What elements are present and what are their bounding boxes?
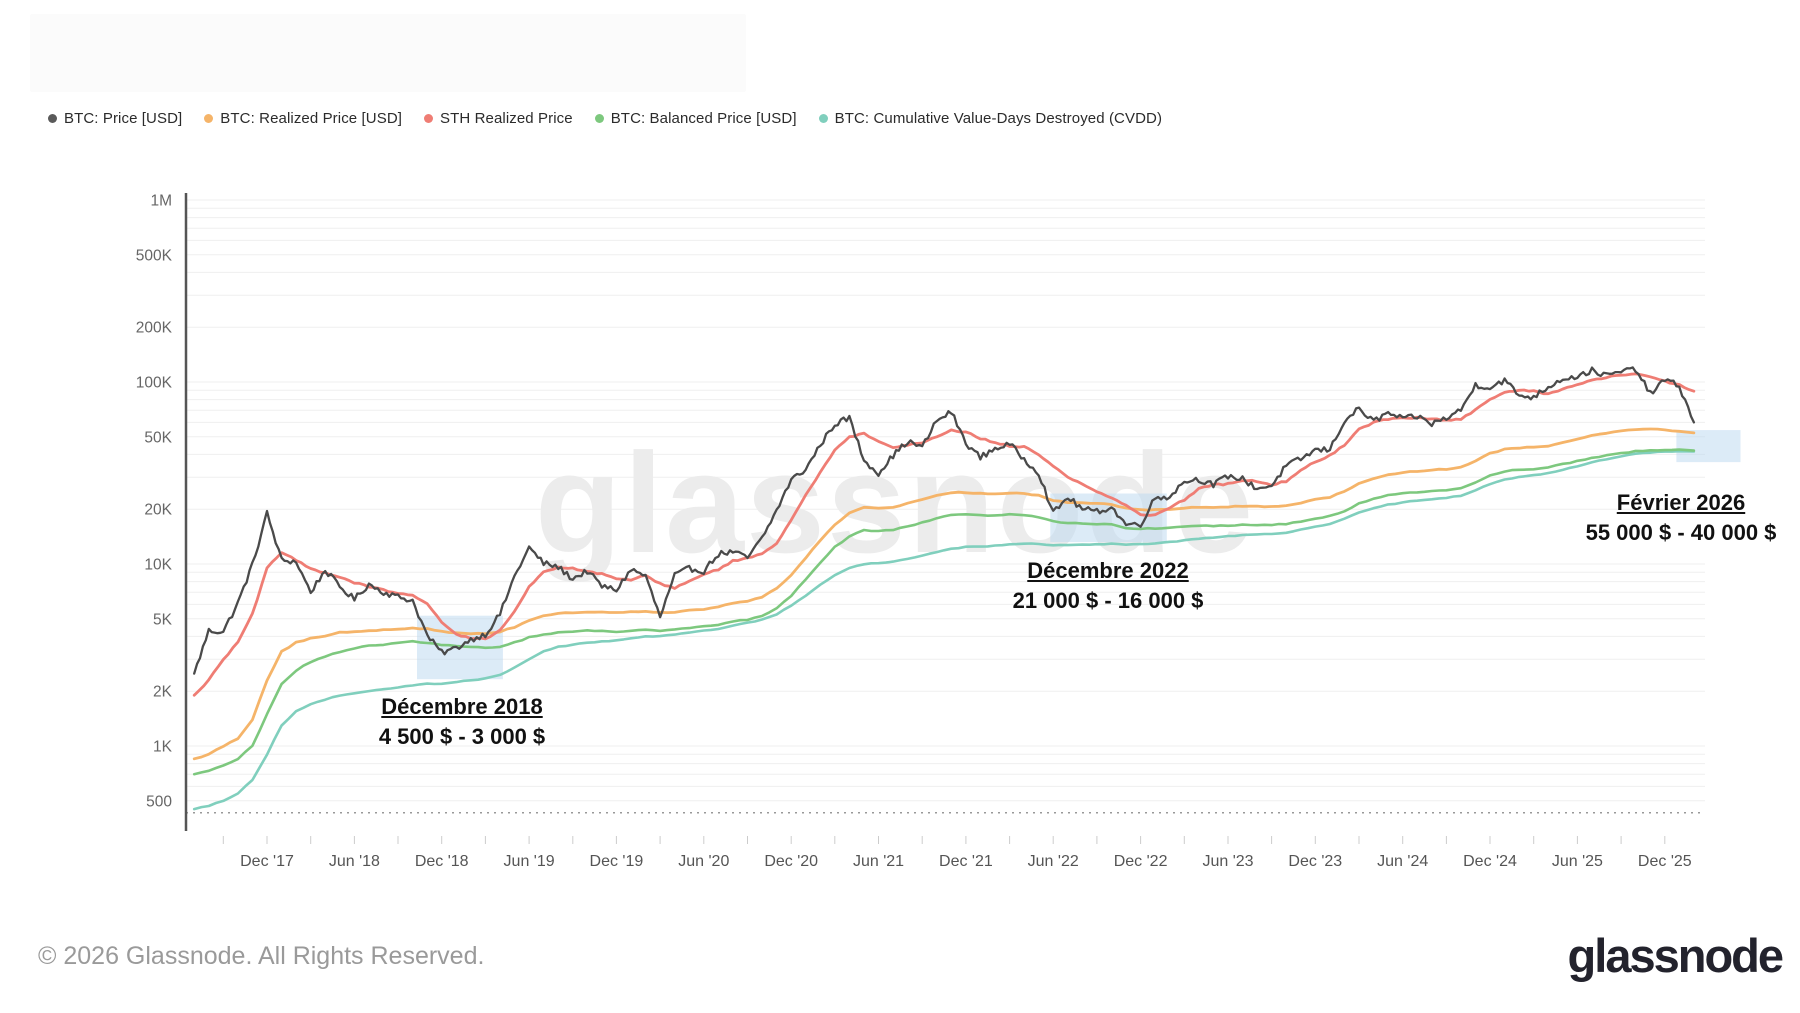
chart-legend: BTC: Price [USD] BTC: Realized Price [USD… [48,110,1162,127]
series-line-btc-realized-price-usd- [192,427,1696,761]
legend-item-btc-price-usd-[interactable]: BTC: Price [USD] [48,110,182,127]
copyright-text: © 2026 Glassnode. All Rights Reserved. [38,942,485,970]
y-tick-label: 1K [153,739,173,756]
x-tick-label: Dec '23 [1288,853,1342,870]
x-tick-label: Dec '19 [590,853,644,870]
legend-dot-icon [424,114,434,123]
x-tick-label: Jun '25 [1552,853,1603,870]
y-tick-label: 200K [136,320,173,337]
legend-item-btc-balanced-price-usd-[interactable]: BTC: Balanced Price [USD] [594,110,797,127]
highlight-box [1676,430,1741,463]
legend-dot-icon [594,114,604,123]
x-tick-label: Jun '22 [1028,853,1079,870]
y-tick-label: 50K [144,429,172,446]
x-tick-label: Jun '24 [1377,853,1428,870]
highlight-box [1050,493,1167,543]
y-tick-label: 500 [146,793,172,810]
y-tick-label: 1M [150,193,172,210]
x-tick-label: Jun '21 [853,853,904,870]
glassnode-logo: glassnode [1567,929,1784,982]
x-tick-label: Dec '20 [764,853,818,870]
annotation-december-2022: Décembre 2022 21 000 $ - 16 000 $ [908,556,1308,616]
x-tick-label: Jun '18 [329,853,380,870]
series-line-sth-realized-price [192,372,1696,697]
legend-label: BTC: Realized Price [USD] [220,110,403,127]
series-line-btc-balanced-price-usd- [192,448,1696,776]
annotation-december-2018: Décembre 2018 4 500 $ - 3 000 $ [262,692,662,752]
legend-dot-icon [204,114,214,123]
annotation-price-range: 55 000 $ - 40 000 $ [1585,520,1777,545]
x-tick-label: Jun '19 [504,853,555,870]
y-tick-label: 5K [153,611,173,628]
series-line-btc-cumulative-value-days-destroyed-cvdd- [192,449,1696,811]
legend-label: BTC: Balanced Price [USD] [610,110,797,127]
annotation-price-range: 4 500 $ - 3 000 $ [378,724,546,749]
annotation-fevrier-2026: Février 2026 55 000 $ - 40 000 $ [1501,488,1800,548]
x-tick-label: Dec '17 [240,853,294,870]
legend-label: STH Realized Price [440,110,573,127]
x-tick-label: Dec '21 [939,853,993,870]
y-tick-label: 100K [136,375,173,392]
annotation-title: Février 2026 [1616,490,1746,515]
series-line-btc-price-usd- [193,366,1696,675]
legend-label: BTC: Price [USD] [64,110,183,127]
x-tick-label: Dec '18 [415,853,469,870]
x-tick-label: Dec '25 [1638,853,1692,870]
x-tick-label: Jun '23 [1202,853,1253,870]
y-tick-label: 2K [153,684,173,701]
legend-item-btc-realized-price-usd-[interactable]: BTC: Realized Price [USD] [204,110,402,127]
legend-dot-icon [818,114,828,123]
annotation-price-range: 21 000 $ - 16 000 $ [1012,588,1204,613]
y-tick-label: 20K [144,502,172,519]
legend-label: BTC: Cumulative Value-Days Destroyed (CV… [834,110,1163,127]
legend-item-btc-cumulative-value-days-destroyed-cvdd-[interactable]: BTC: Cumulative Value-Days Destroyed (CV… [818,110,1163,127]
x-tick-label: Dec '22 [1114,853,1168,870]
x-tick-label: Jun '20 [678,853,729,870]
y-tick-label: 500K [136,247,173,264]
legend-dot-icon [48,114,57,123]
legend-item-sth-realized-price[interactable]: STH Realized Price [424,110,573,127]
blank-title-area [30,14,746,92]
x-tick-label: Dec '24 [1463,853,1517,870]
annotation-title: Décembre 2018 [381,694,543,719]
y-tick-label: 10K [144,557,172,574]
annotation-title: Décembre 2022 [1027,558,1189,583]
